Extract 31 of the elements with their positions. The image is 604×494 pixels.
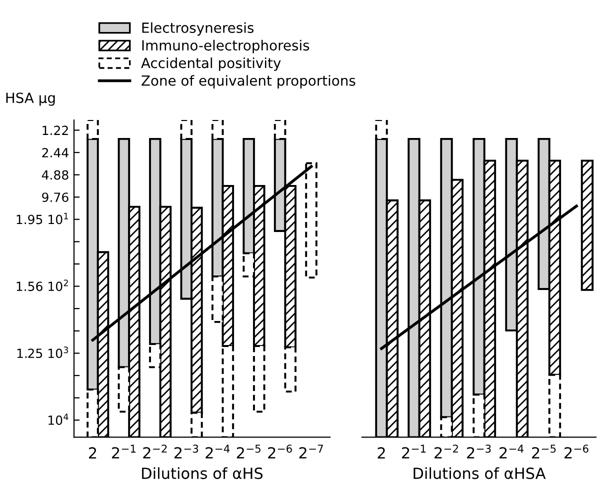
x-tick-label: 2$^{−3}$ xyxy=(174,444,198,458)
y-axis-title: HSA μg xyxy=(6,92,55,106)
x-tick-label: 2$^{−1}$ xyxy=(402,444,426,458)
x-tick-label: 2$^{−7}$ xyxy=(299,444,323,458)
x-axis-title: Dilutions of αHSA xyxy=(414,467,546,480)
x-tick-label: 2$^{−2}$ xyxy=(143,444,167,458)
x-tick-label: 2$^{−5}$ xyxy=(236,444,260,458)
legend-label: Zone of equivalent proportions xyxy=(142,75,356,89)
y-tick-label: 1.56 10$^{2}$ xyxy=(16,280,68,292)
x-tick-label: 2$^{−2}$ xyxy=(434,444,458,458)
y-tick-label: 9.76 xyxy=(42,192,68,202)
y-tick-label: 1.25 10$^{3}$ xyxy=(17,346,68,358)
y-tick-label: 4.88 xyxy=(42,170,68,180)
x-axis-title: Dilutions of αHS xyxy=(142,467,263,480)
x-tick-label: 2$^{−1}$ xyxy=(112,444,136,458)
x-tick-label: 2$^{−6}$ xyxy=(564,444,588,458)
y-tick-label: 1.95 10$^{1}$ xyxy=(16,212,68,224)
legend-label: Accidental positivity xyxy=(141,57,281,71)
x-tick-label: 2$^{−4}$ xyxy=(500,444,524,458)
legend-label: Immuno-electrophoresis xyxy=(142,40,310,54)
x-tick-label: 2$^{−6}$ xyxy=(268,444,292,458)
y-tick-label: 2.44 xyxy=(42,148,68,158)
x-tick-label: 2$^{−4}$ xyxy=(206,444,230,458)
y-tick-label: 10$^{4}$ xyxy=(48,414,68,425)
x-tick-label: 2$^{−3}$ xyxy=(467,444,491,458)
x-tick-label: 2 xyxy=(88,447,96,459)
bar xyxy=(580,160,594,291)
x-tick-label: 2 xyxy=(378,447,385,459)
y-tick-label: 1.22 xyxy=(42,126,68,135)
x-tick-label: 2$^{−5}$ xyxy=(532,444,556,458)
legend-label: Electrosyneresis xyxy=(142,22,254,36)
